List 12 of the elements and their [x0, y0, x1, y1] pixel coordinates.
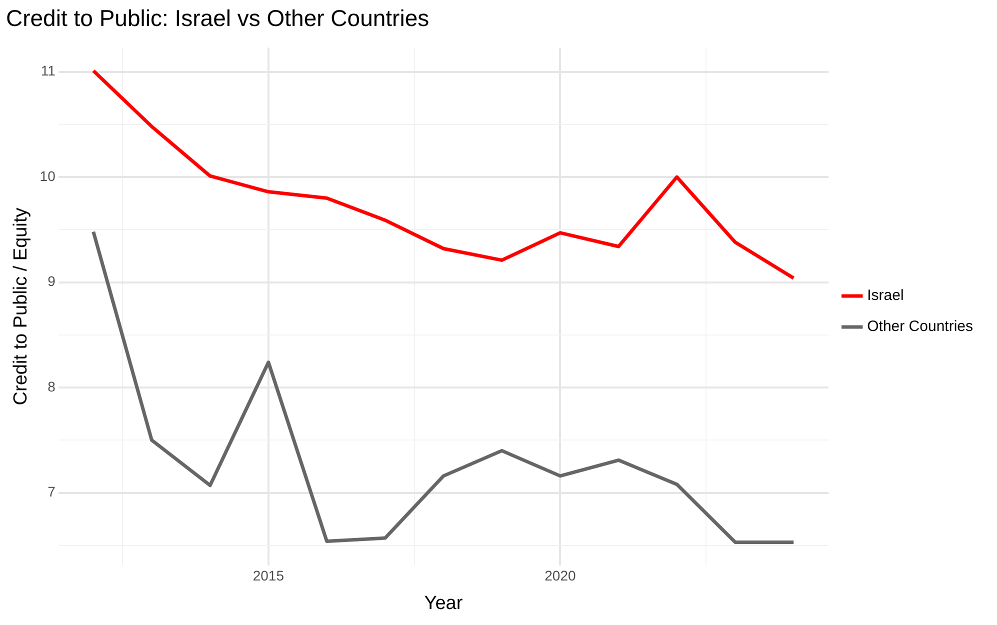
- legend-label: Other Countries: [867, 318, 974, 336]
- y-tick-label: 8: [48, 378, 56, 394]
- x-axis-title: Year: [424, 592, 464, 614]
- x-tick-label: 2020: [544, 568, 576, 584]
- chart-title: Credit to Public: Israel vs Other Countries: [6, 5, 430, 32]
- legend-label: Israel: [867, 287, 904, 304]
- y-tick-label: 11: [40, 62, 56, 79]
- y-tick-label: 7: [48, 484, 56, 500]
- y-axis-title: Credit to Public / Equity: [10, 207, 32, 406]
- y-tick-label: 10: [40, 168, 56, 184]
- y-tick-label: 9: [48, 273, 56, 290]
- x-tick-label: 2015: [252, 568, 284, 584]
